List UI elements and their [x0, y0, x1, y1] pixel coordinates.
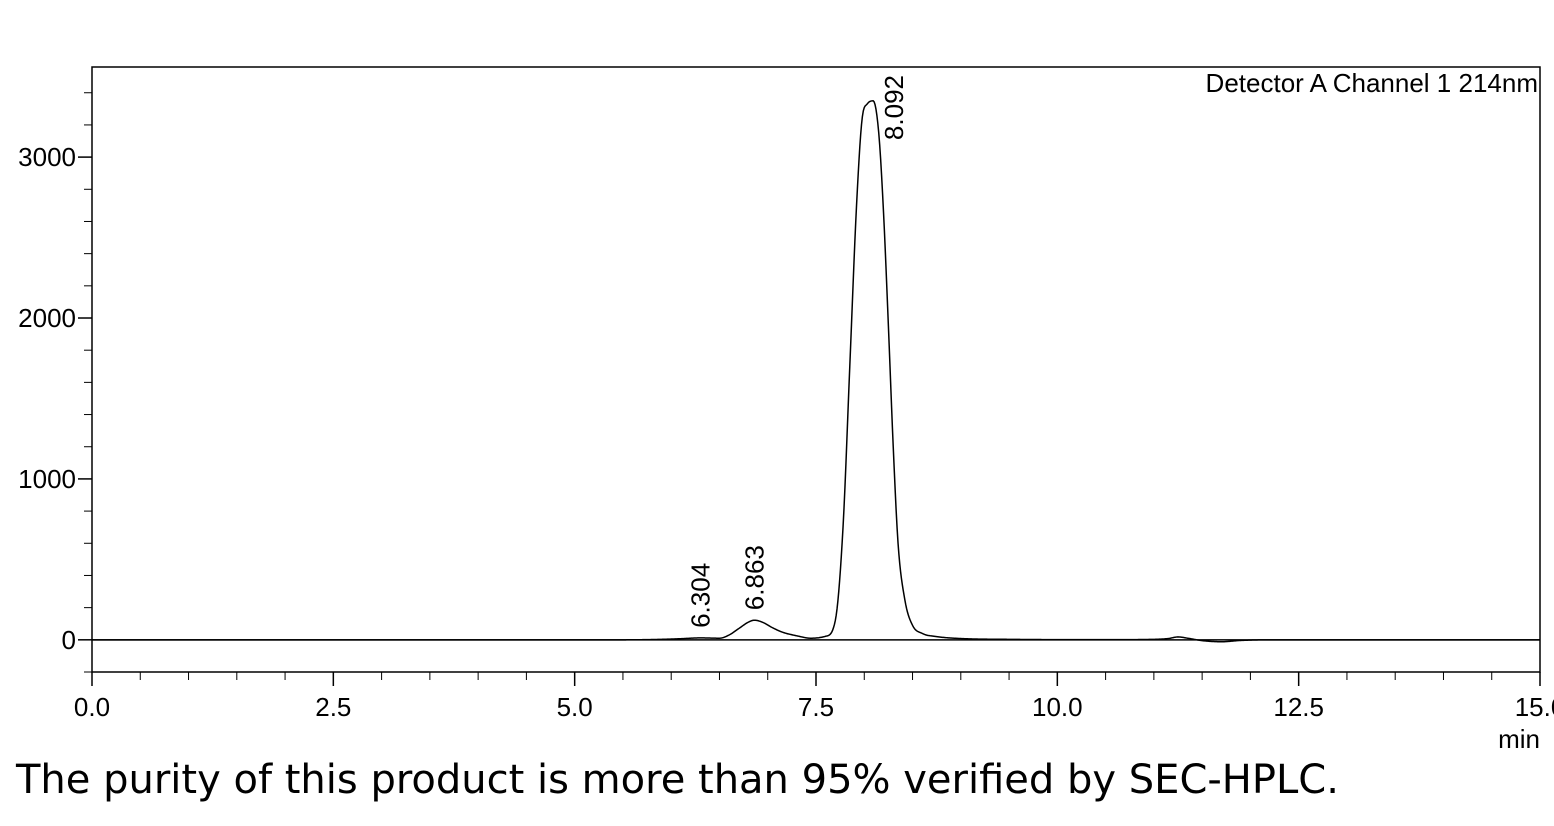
- y-tick-label: 2000: [18, 303, 76, 333]
- chromatogram-trace: [92, 100, 1540, 643]
- x-tick-label: 12.5: [1273, 692, 1324, 722]
- peak-label: 6.304: [686, 563, 716, 628]
- peak-label: 6.863: [740, 545, 770, 610]
- y-tick-label: 1000: [18, 464, 76, 494]
- y-tick-label: 0: [62, 625, 76, 655]
- x-axis-unit: min: [1498, 724, 1540, 754]
- x-tick-label: 0.0: [74, 692, 110, 722]
- axis-ticks: 0.0 2.5 5.0 7.5 10.0 12.5 15.0 0 1000 2000 3000: [18, 92, 1554, 722]
- plot-frame: [91, 66, 1541, 673]
- x-tick-label: 15.0: [1515, 692, 1554, 722]
- peak-labels: 6.304 6.863 8.092: [686, 75, 910, 628]
- detector-annotation: Detector A Channel 1 214nm: [1206, 68, 1538, 98]
- peak-label: 8.092: [879, 75, 909, 140]
- x-tick-label: 7.5: [798, 692, 834, 722]
- x-tick-label: 2.5: [315, 692, 351, 722]
- x-tick-label: 10.0: [1032, 692, 1083, 722]
- x-tick-label: 5.0: [557, 692, 593, 722]
- purity-caption: The purity of this product is more than …: [16, 757, 1339, 803]
- y-tick-label: 3000: [18, 142, 76, 172]
